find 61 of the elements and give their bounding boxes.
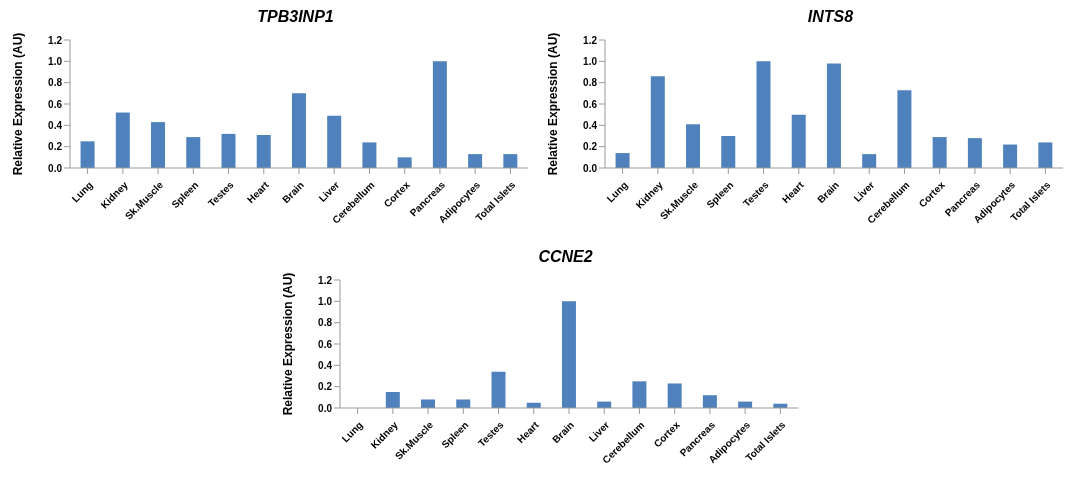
chart-title: CCNE2: [537, 248, 594, 267]
y-tick-label: 0.0: [583, 162, 598, 174]
y-tick-label: 0.0: [48, 162, 63, 174]
y-tick-label: 1.2: [583, 34, 598, 46]
bar: [256, 134, 271, 168]
y-tick-label: 0.6: [583, 98, 598, 110]
y-tick-label: 0.2: [48, 141, 63, 153]
bar: [826, 63, 841, 168]
y-tick-label: 1.2: [48, 34, 63, 46]
y-tick-label: 1.0: [583, 55, 598, 67]
bar: [385, 392, 400, 408]
bar: [561, 301, 576, 408]
bar: [80, 141, 95, 168]
bar: [362, 142, 377, 168]
y-axis-title: Relative Expression (AU): [11, 32, 26, 176]
bar: [667, 383, 682, 408]
y-tick-label: 0.4: [48, 119, 63, 131]
chart-title: INTS8: [806, 8, 855, 27]
bar: [327, 115, 342, 168]
bar: [791, 114, 806, 168]
bar: [615, 153, 630, 168]
bar: [686, 124, 701, 168]
bar: [151, 122, 166, 168]
bar: [468, 154, 483, 168]
bar: [932, 137, 947, 168]
y-tick-label: 1.2: [318, 274, 333, 286]
y-tick-label: 0.4: [583, 119, 598, 131]
bar: [432, 61, 447, 168]
y-tick-label: 1.0: [48, 55, 63, 67]
bar: [967, 138, 982, 168]
bar: [491, 371, 506, 408]
bar: [291, 93, 306, 168]
y-tick-label: 1.0: [318, 295, 333, 307]
y-tick-label: 0.8: [583, 77, 598, 89]
bar: [702, 395, 717, 408]
y-tick-label: 0.6: [318, 338, 333, 350]
bar: [1038, 142, 1053, 168]
bar: [221, 133, 236, 168]
bar: [1003, 144, 1018, 168]
bar: [503, 154, 518, 168]
y-tick-label: 0.6: [48, 98, 63, 110]
y-axis-title: Relative Expression (AU): [546, 32, 561, 176]
bar: [456, 399, 471, 408]
bar: [650, 76, 665, 168]
bar: [632, 381, 647, 408]
y-tick-label: 0.4: [318, 359, 333, 371]
bar: [897, 90, 912, 168]
bar: [115, 112, 130, 168]
bar: [756, 61, 771, 168]
bar: [721, 136, 736, 168]
bar: [397, 157, 412, 168]
y-axis-title: Relative Expression (AU): [281, 272, 296, 416]
bar: [862, 154, 877, 168]
y-tick-label: 0.0: [318, 402, 333, 414]
y-tick-label: 0.2: [318, 381, 333, 393]
bar: [421, 399, 436, 408]
y-tick-label: 0.2: [583, 141, 598, 153]
y-tick-label: 0.8: [48, 77, 63, 89]
chart-title: TPB3INP1: [256, 8, 335, 27]
bar: [186, 137, 201, 168]
y-tick-label: 0.8: [318, 317, 333, 329]
